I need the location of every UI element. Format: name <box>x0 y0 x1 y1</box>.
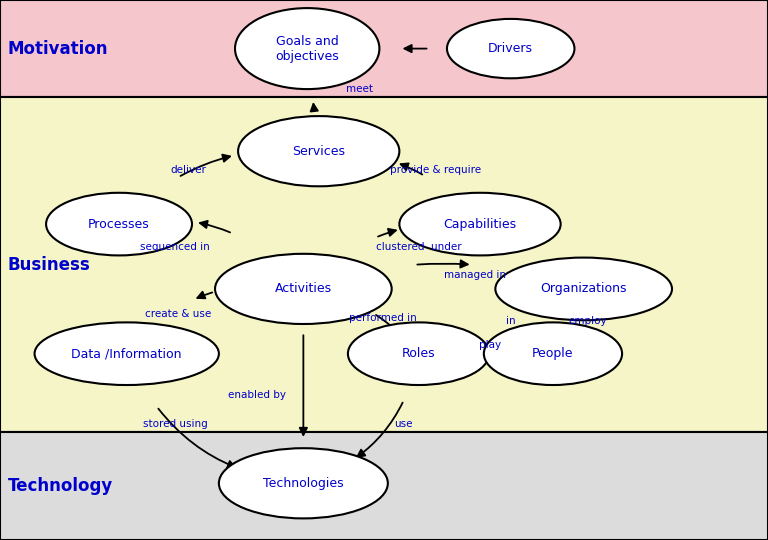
Bar <box>0 97 768 432</box>
FancyArrowPatch shape <box>376 315 417 352</box>
Text: clustered  under: clustered under <box>376 242 462 252</box>
Text: play: play <box>479 340 501 349</box>
Ellipse shape <box>35 322 219 385</box>
FancyArrowPatch shape <box>421 350 462 357</box>
FancyArrowPatch shape <box>357 403 402 457</box>
FancyArrowPatch shape <box>405 45 426 52</box>
FancyArrowPatch shape <box>417 260 468 267</box>
Bar <box>0 432 768 540</box>
FancyArrowPatch shape <box>180 154 230 176</box>
Text: provide & require: provide & require <box>390 165 481 175</box>
Text: in: in <box>506 316 515 326</box>
FancyArrowPatch shape <box>200 221 230 232</box>
Text: stored using: stored using <box>143 419 207 429</box>
Text: create & use: create & use <box>145 309 211 319</box>
Text: Services: Services <box>292 145 346 158</box>
Text: employ: employ <box>568 316 607 326</box>
FancyArrowPatch shape <box>158 409 235 468</box>
Text: deliver: deliver <box>170 165 206 175</box>
Text: enabled by: enabled by <box>228 390 286 400</box>
FancyArrowPatch shape <box>197 292 212 298</box>
Text: Motivation: Motivation <box>8 39 108 58</box>
Text: Goals and
objectives: Goals and objectives <box>275 35 339 63</box>
Text: use: use <box>394 419 412 429</box>
Ellipse shape <box>219 448 388 518</box>
Text: meet: meet <box>346 84 373 94</box>
Text: Drivers: Drivers <box>488 42 533 55</box>
FancyArrowPatch shape <box>554 334 581 354</box>
Text: managed in: managed in <box>444 271 505 280</box>
FancyArrowPatch shape <box>554 288 582 309</box>
Ellipse shape <box>46 193 192 255</box>
Ellipse shape <box>399 193 561 255</box>
FancyArrowPatch shape <box>310 104 318 112</box>
Text: performed in: performed in <box>349 313 417 322</box>
FancyArrowPatch shape <box>378 229 396 237</box>
FancyArrowPatch shape <box>300 335 307 435</box>
Text: Roles: Roles <box>402 347 435 360</box>
Text: Technologies: Technologies <box>263 477 343 490</box>
Text: Processes: Processes <box>88 218 150 231</box>
Text: Data /Information: Data /Information <box>71 347 182 360</box>
Text: Capabilities: Capabilities <box>443 218 517 231</box>
Ellipse shape <box>447 19 574 78</box>
Ellipse shape <box>348 322 489 385</box>
Ellipse shape <box>215 254 392 324</box>
Ellipse shape <box>238 116 399 186</box>
Text: Organizations: Organizations <box>541 282 627 295</box>
Text: Technology: Technology <box>8 477 113 495</box>
Text: People: People <box>532 347 574 360</box>
Ellipse shape <box>235 8 379 89</box>
Text: Activities: Activities <box>275 282 332 295</box>
Ellipse shape <box>495 258 672 320</box>
Text: sequenced in: sequenced in <box>141 242 210 252</box>
Bar <box>0 0 768 97</box>
Text: Business: Business <box>8 255 91 274</box>
Ellipse shape <box>484 322 622 385</box>
FancyArrowPatch shape <box>401 164 422 174</box>
